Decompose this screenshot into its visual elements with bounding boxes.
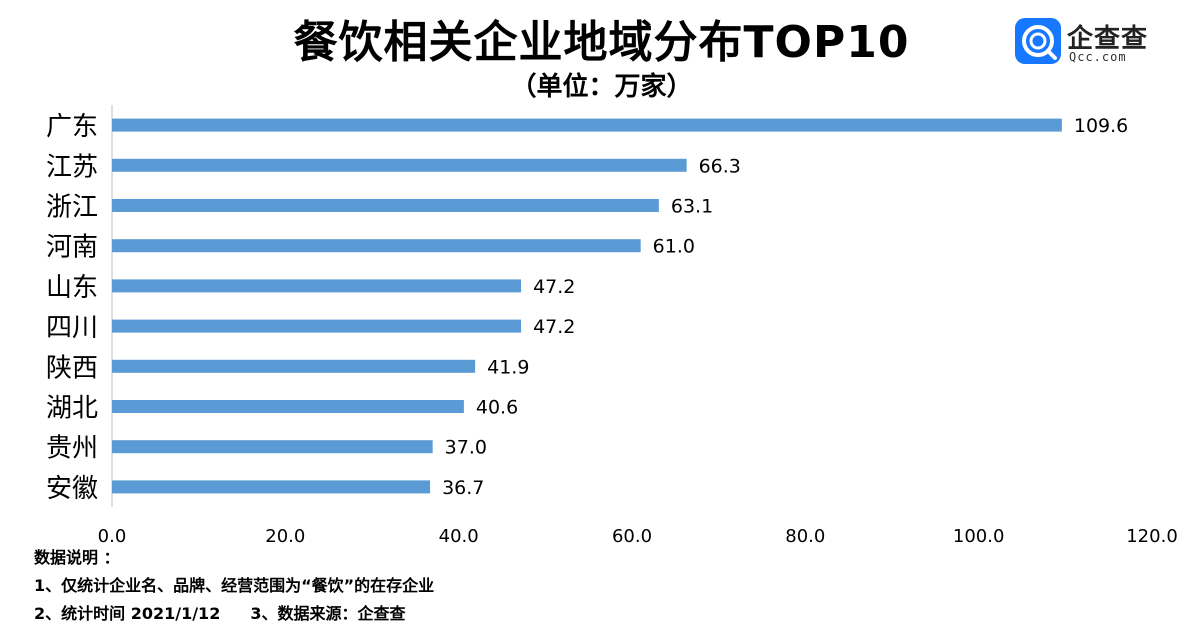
notes-line-1: 1、仅统计企业名、品牌、经营范围为“餐饮”的在存企业	[34, 576, 435, 595]
qcc-logo-icon	[1015, 18, 1061, 64]
x-tick-label: 100.0	[953, 526, 1005, 547]
qcc-logo: 企查查 Qcc.com	[1015, 18, 1185, 66]
bar-2	[112, 199, 659, 212]
value-label: 63.1	[671, 196, 713, 218]
value-label: 47.2	[533, 276, 575, 298]
bar-5	[112, 319, 522, 333]
chart-title: 餐饮相关企业地域分布TOP10	[293, 17, 910, 68]
notes-heading: 数据说明 ：	[34, 548, 120, 567]
bar-3	[112, 239, 641, 253]
value-label: 41.9	[487, 356, 529, 378]
data-notes: 数据说明 ： 1、仅统计企业名、品牌、经营范围为“餐饮”的在存企业 2、统计时间…	[34, 544, 434, 628]
value-label: 109.6	[1074, 115, 1128, 137]
bar-0	[112, 118, 1062, 132]
bar-7	[112, 400, 464, 413]
x-tick-label: 60.0	[612, 526, 652, 547]
value-label: 40.6	[476, 397, 518, 419]
value-label: 47.2	[533, 316, 575, 338]
x-tick-label: 80.0	[785, 526, 825, 547]
category-label: 山东	[46, 273, 98, 303]
category-label: 江苏	[46, 152, 98, 182]
category-label: 四川	[46, 313, 98, 343]
bar-9	[112, 480, 431, 494]
category-label: 河南	[46, 233, 98, 263]
bar-6	[112, 359, 476, 373]
notes-source: 3、数据来源：企查查	[250, 604, 406, 623]
category-label: 安徽	[46, 474, 98, 504]
bar-4	[112, 279, 522, 293]
value-label: 37.0	[445, 437, 487, 459]
x-tick-label: 20.0	[265, 526, 305, 547]
bar-8	[112, 440, 433, 454]
notes-line-2: 2、统计时间 2021/1/12 3、数据来源：企查查	[34, 600, 434, 628]
category-label: 陕西	[46, 353, 98, 383]
value-label: 66.3	[699, 155, 741, 177]
value-label: 61.0	[653, 236, 695, 258]
bar-1	[112, 158, 687, 172]
logo-name: 企查查	[1067, 24, 1149, 54]
x-tick-label: 40.0	[439, 526, 479, 547]
x-tick-label: 0.0	[98, 526, 127, 547]
value-label: 36.7	[442, 477, 484, 499]
chart-subtitle: （单位：万家）	[510, 72, 693, 102]
category-label: 广东	[46, 112, 98, 142]
logo-domain: Qcc.com	[1069, 50, 1127, 64]
notes-time: 2、统计时间 2021/1/12	[34, 604, 221, 623]
category-label: 浙江	[46, 193, 98, 223]
category-label: 贵州	[46, 434, 98, 464]
x-tick-label: 120.0	[1126, 526, 1178, 547]
category-label: 湖北	[46, 394, 98, 424]
